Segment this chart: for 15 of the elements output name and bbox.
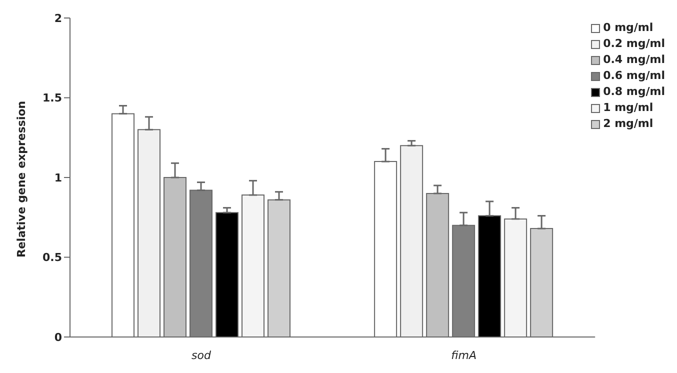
y-tick-label: 2 — [54, 12, 62, 25]
y-tick-label: 0.5 — [42, 251, 62, 264]
y-tick-label: 0 — [54, 330, 62, 344]
legend-label: 2 mg/ml — [603, 116, 654, 132]
y-tick-label: 1.5 — [42, 92, 62, 105]
y-tick-label: 1 — [54, 171, 62, 184]
y-axis-title: Relative gene expression — [14, 100, 28, 258]
x-tick-label: sod — [192, 349, 212, 362]
legend-label: 0 mg/ml — [603, 20, 654, 36]
legend-label: 0.6 mg/ml — [603, 68, 665, 84]
legend-label: 0.8 mg/ml — [603, 84, 665, 100]
legend-label: 0.2 mg/ml — [603, 36, 665, 52]
x-tick-label: fimA — [451, 349, 476, 362]
legend-label: 1 mg/ml — [603, 100, 654, 116]
legend-label: 0.4 mg/ml — [603, 52, 665, 68]
